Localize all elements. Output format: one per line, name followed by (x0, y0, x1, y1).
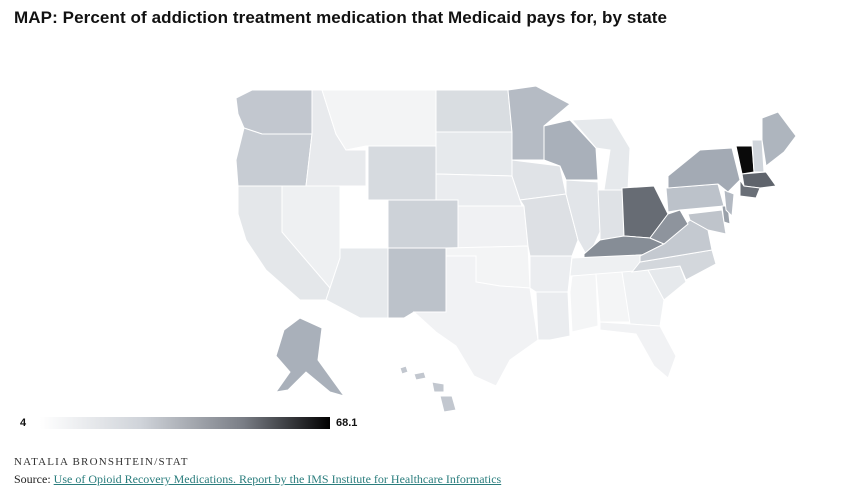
state-hi-2[interactable] (413, 371, 427, 381)
state-ia[interactable] (511, 159, 567, 201)
state-fl[interactable] (599, 321, 677, 379)
state-sd[interactable] (435, 131, 513, 177)
state-ct[interactable] (739, 178, 761, 199)
state-wi[interactable] (543, 119, 599, 181)
state-nd[interactable] (435, 89, 513, 133)
source-link[interactable]: Use of Opioid Recovery Medications. Repo… (53, 472, 502, 486)
legend-min-label: 4 (20, 417, 27, 429)
color-legend: 4 68.1 (14, 414, 374, 434)
state-me[interactable] (761, 111, 797, 167)
state-nh[interactable] (751, 139, 765, 173)
state-in[interactable] (597, 189, 625, 241)
state-co[interactable] (387, 199, 459, 249)
state-hi-3[interactable] (431, 381, 445, 393)
state-hi-4[interactable] (439, 395, 457, 413)
state-la[interactable] (535, 291, 571, 341)
state-ks[interactable] (457, 205, 529, 249)
source-line: Source: Use of Opioid Recovery Medicatio… (14, 472, 501, 487)
state-ms[interactable] (569, 273, 599, 333)
state-vt[interactable] (735, 145, 755, 175)
state-wy[interactable] (367, 145, 437, 201)
state-wv[interactable] (649, 209, 689, 245)
state-ak[interactable] (274, 317, 346, 397)
state-md[interactable] (687, 209, 727, 235)
map-title: MAP: Percent of addiction treatment medi… (14, 8, 668, 27)
source-prefix: Source: (14, 472, 51, 486)
author-credit: NATALIA BRONSHTEIN/STAT (14, 456, 189, 468)
legend-max-label: 68.1 (336, 417, 358, 429)
state-nc[interactable] (630, 249, 717, 281)
state-ny[interactable] (667, 147, 741, 193)
state-hi-1[interactable] (399, 365, 409, 375)
state-pa[interactable] (665, 183, 725, 213)
state-or[interactable] (235, 127, 313, 187)
legend-gradient-bar (40, 417, 330, 429)
state-wa[interactable] (235, 89, 313, 135)
state-ar[interactable] (529, 255, 573, 293)
state-nm[interactable] (387, 247, 447, 319)
state-nj[interactable] (723, 189, 735, 218)
state-tx[interactable] (412, 255, 539, 387)
state-ma[interactable] (741, 171, 777, 189)
